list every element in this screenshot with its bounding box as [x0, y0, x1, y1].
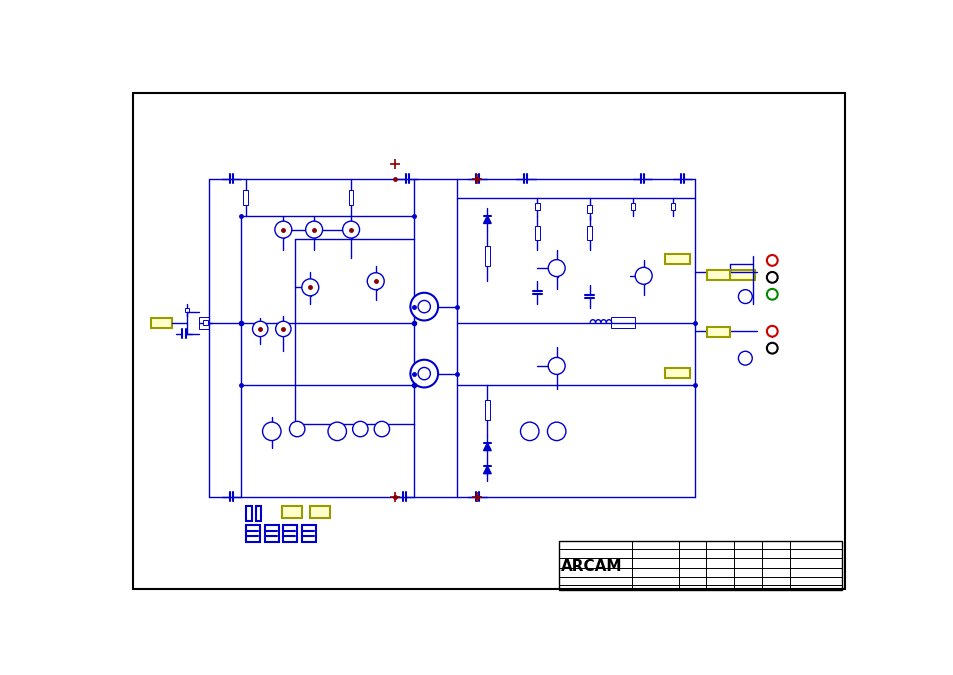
Bar	[246, 525, 260, 542]
Bar	[630, 203, 635, 211]
Bar	[587, 205, 592, 213]
Circle shape	[275, 321, 291, 337]
Circle shape	[342, 221, 359, 238]
Polygon shape	[483, 443, 491, 451]
Bar	[246, 506, 252, 522]
Bar	[255, 506, 261, 522]
Bar	[151, 318, 172, 328]
Bar	[301, 525, 315, 542]
Circle shape	[353, 421, 368, 437]
Circle shape	[520, 422, 538, 441]
Circle shape	[417, 367, 430, 380]
Bar	[610, 317, 635, 328]
Circle shape	[262, 422, 281, 441]
Circle shape	[547, 422, 565, 441]
Bar	[706, 327, 729, 338]
Circle shape	[548, 260, 564, 277]
Bar	[283, 525, 297, 542]
Circle shape	[367, 273, 384, 290]
Circle shape	[328, 422, 346, 441]
Bar	[664, 254, 689, 264]
Circle shape	[410, 360, 437, 387]
Circle shape	[417, 300, 430, 313]
Bar	[243, 190, 248, 205]
Circle shape	[635, 267, 652, 284]
Bar	[670, 203, 675, 211]
Bar	[484, 400, 489, 420]
Text: ARCAM: ARCAM	[560, 559, 621, 574]
Circle shape	[766, 255, 777, 266]
Bar	[729, 269, 754, 279]
Circle shape	[738, 290, 752, 304]
Bar	[706, 269, 729, 279]
Circle shape	[766, 326, 777, 337]
Circle shape	[766, 343, 777, 354]
Bar	[535, 203, 539, 211]
Circle shape	[738, 351, 752, 365]
Bar	[484, 246, 489, 266]
Bar	[198, 317, 210, 329]
Circle shape	[548, 358, 564, 375]
Circle shape	[289, 421, 305, 437]
Bar	[535, 226, 539, 240]
Circle shape	[305, 221, 322, 238]
Circle shape	[301, 279, 318, 296]
Bar	[309, 506, 329, 518]
Circle shape	[766, 272, 777, 283]
Bar	[281, 506, 301, 518]
Bar	[203, 321, 208, 325]
Polygon shape	[483, 466, 491, 474]
Circle shape	[766, 289, 777, 300]
Circle shape	[410, 293, 437, 321]
Circle shape	[374, 421, 389, 437]
Circle shape	[274, 221, 292, 238]
Bar	[664, 368, 689, 378]
Polygon shape	[483, 216, 491, 223]
Bar	[558, 541, 841, 590]
Circle shape	[253, 321, 268, 337]
Bar	[265, 525, 278, 542]
Bar	[349, 190, 353, 205]
Bar	[185, 308, 190, 313]
Bar	[587, 226, 592, 240]
